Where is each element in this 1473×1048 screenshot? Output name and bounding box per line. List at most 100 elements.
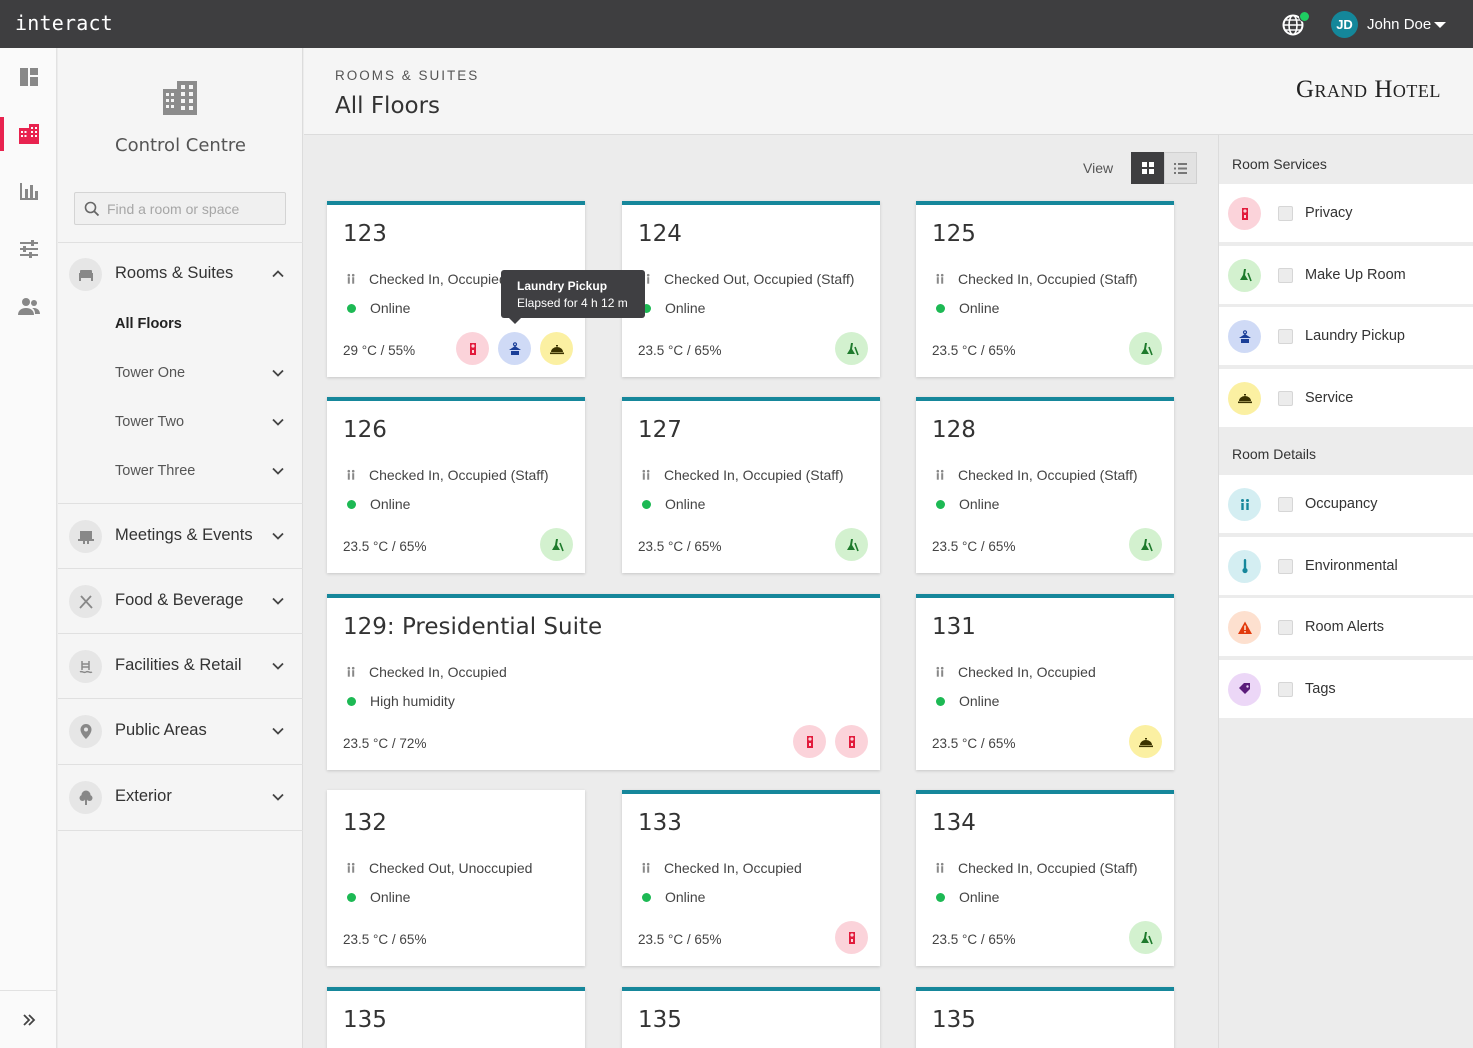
status-dot [347,303,356,313]
chevron-down-icon[interactable] [272,369,284,377]
room-card[interactable]: 124 Checked Out, Occupied (Staff) Online 23… [622,201,880,377]
room-number: 123 [343,221,387,247]
makeup-badge[interactable] [1129,528,1162,561]
nav-section-rooms-suites[interactable]: Rooms & Suites [58,242,303,306]
environment-reading: 23.5 °C / 65% [932,932,1016,947]
rail-users[interactable] [0,286,57,328]
connection-status: Online [345,889,410,905]
user-name[interactable]: John Doe [1367,16,1432,33]
room-card[interactable]: 127 Checked In, Occupied (Staff) Online 23.… [622,397,880,573]
makeup-badge[interactable] [835,332,868,365]
filter-checkbox[interactable] [1278,620,1293,635]
room-card[interactable]: 128 Checked In, Occupied (Staff) Online 23.… [916,397,1174,573]
nav-section-exterior[interactable]: Exterior [58,765,303,829]
chevron-down-icon[interactable] [272,467,284,475]
make-up-room-icon [844,341,860,357]
chevron-down-icon[interactable] [272,662,284,670]
nav-section-food-beverage[interactable]: Food & Beverage [58,569,303,633]
room-details-heading: Room Details [1232,446,1317,462]
nav-section-meetings-events[interactable]: Meetings & Events [58,504,303,568]
rail-expand[interactable] [0,990,57,1048]
filter-row-alert[interactable]: Room Alerts [1219,598,1473,656]
connection-text: Online [665,496,706,512]
user-menu-caret-icon[interactable] [1434,22,1446,28]
filter-checkbox[interactable] [1278,329,1293,344]
app-brand[interactable]: interact [15,11,113,35]
chevron-up-icon[interactable] [272,270,284,278]
filter-row-env[interactable]: Environmental [1219,536,1473,595]
tree-icon [69,781,102,814]
nav-section-facilities-retail[interactable]: Facilities & Retail [58,634,303,698]
filter-checkbox[interactable] [1278,390,1293,406]
rail-settings[interactable] [0,228,57,270]
nav-sub-all-floors[interactable]: All Floors [115,316,182,332]
make-up-room-icon [1237,267,1253,283]
room-status-text: Checked In, Occupied (Staff) [664,467,844,483]
room-card[interactable]: 133 Checked In, Occupied Online 23.5 °C / 6… [622,790,880,966]
warning-icon [1237,620,1253,636]
globe-icon[interactable] [1281,13,1305,37]
room-card[interactable]: 125 Checked In, Occupied (Staff) Online 23.… [916,201,1174,377]
room-card[interactable]: 126 Checked In, Occupied (Staff) Online 23.… [327,397,585,573]
room-card[interactable]: 135 [327,987,585,1048]
makeup-badge[interactable] [540,528,573,561]
search-input[interactable] [107,193,282,224]
filter-checkbox[interactable] [1278,206,1293,221]
bed-icon [69,258,102,291]
privacy-badge[interactable] [793,725,826,758]
occupancy-icon [934,666,946,678]
chevron-down-icon[interactable] [272,727,284,735]
grid-view-button[interactable] [1131,152,1164,184]
service-badge[interactable] [540,332,573,365]
room-card[interactable]: 134 Checked In, Occupied (Staff) Online 23.… [916,790,1174,966]
nav-section-label: Meetings & Events [115,526,253,544]
rail-reports[interactable] [0,170,57,212]
nav-section-public-areas[interactable]: Public Areas [58,699,303,763]
room-card[interactable]: 129: Presidential Suite Checked In, Occup… [327,594,880,770]
filter-checkbox[interactable] [1278,681,1293,697]
chevron-down-icon[interactable] [272,532,284,540]
status-dot [642,892,651,902]
room-status-text: Checked In, Occupied [369,664,507,680]
room-card[interactable]: 135 [916,987,1174,1048]
avatar[interactable]: JD [1331,11,1358,38]
nav-sub-tower-two[interactable]: Tower Two [115,414,185,430]
makeup-badge[interactable] [1129,332,1162,365]
list-icon [1174,162,1187,174]
location-pin-icon [69,715,102,748]
filter-row-tag[interactable]: Tags [1219,659,1473,718]
rail-dashboard[interactable] [0,56,57,98]
filter-row-makeup[interactable]: Make Up Room [1219,245,1473,304]
chevron-down-icon[interactable] [272,418,284,426]
privacy-badge[interactable] [835,725,868,758]
filter-row-occ[interactable]: Occupancy [1219,475,1473,533]
room-number: 135 [343,1007,387,1033]
makeup-badge[interactable] [1129,921,1162,954]
filter-checkbox[interactable] [1278,558,1293,574]
filter-row-service[interactable]: Service [1219,368,1473,427]
filter-checkbox[interactable] [1278,497,1293,512]
nav-section-label: Food & Beverage [115,591,244,609]
service-badge[interactable] [1129,725,1162,758]
laundry-badge [1228,320,1261,353]
filter-row-laundry[interactable]: Laundry Pickup [1219,307,1473,365]
room-card[interactable]: 132 Checked Out, Unoccupied Online 23.5 °C … [327,790,585,966]
breadcrumb[interactable]: ROOMS & SUITES [335,68,480,83]
chevron-down-icon[interactable] [272,597,284,605]
rail-building[interactable] [0,113,57,155]
room-card[interactable]: 131 Checked In, Occupied Online 23.5 °C / 6… [916,594,1174,770]
chevron-down-icon[interactable] [272,793,284,801]
privacy-badge[interactable] [835,921,868,954]
list-view-button[interactable] [1164,152,1197,184]
privacy-icon [802,734,818,750]
nav-sub-tower-one[interactable]: Tower One [115,365,186,381]
filter-row-privacy[interactable]: Privacy [1219,184,1473,242]
makeup-badge[interactable] [835,528,868,561]
nav-sub-tower-three[interactable]: Tower Three [115,463,196,479]
service-bell-icon [1138,734,1154,750]
filter-checkbox[interactable] [1278,267,1293,283]
privacy-badge[interactable] [456,332,489,365]
room-card[interactable]: 135 [622,987,880,1048]
laundry-badge[interactable] [498,332,531,365]
room-number: 134 [932,810,976,836]
